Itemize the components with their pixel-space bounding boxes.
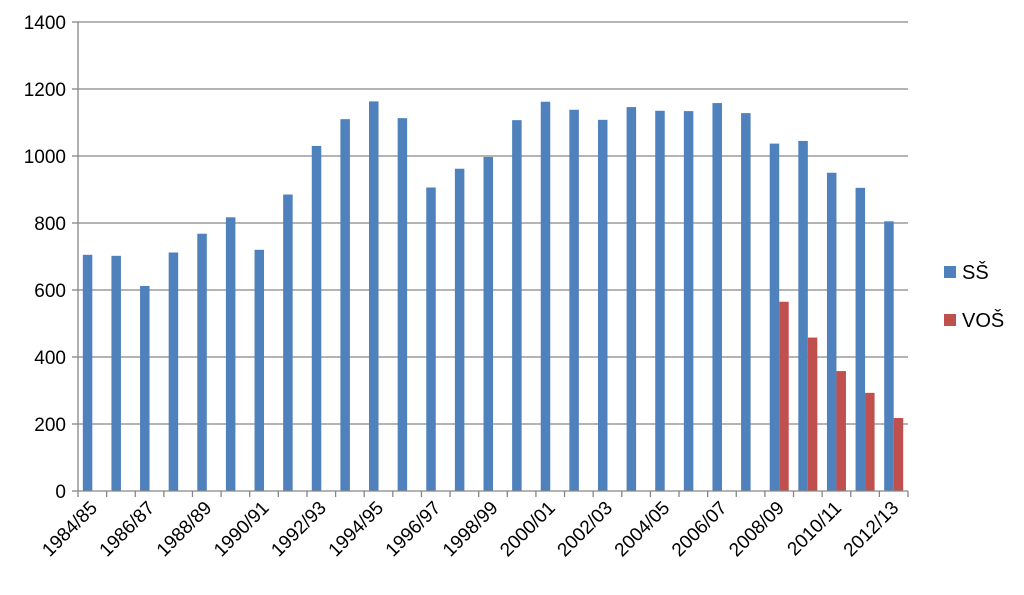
- legend: SŠ VOŠ: [944, 261, 1004, 332]
- bar-ss: [168, 252, 179, 491]
- legend-label: SŠ: [962, 261, 989, 284]
- y-tick-label: 800: [34, 214, 66, 235]
- bar-ss: [340, 119, 350, 492]
- x-tick-label: 2006/07: [668, 498, 731, 561]
- axes: [77, 22, 908, 492]
- bar-ss: [283, 194, 293, 491]
- bar-ss: [569, 109, 579, 492]
- bar-ss: [140, 285, 150, 491]
- legend-swatch: [944, 266, 956, 278]
- bar-ss: [540, 101, 551, 491]
- x-tick-label: 1992/93: [267, 498, 330, 561]
- bar-vos: [865, 392, 875, 491]
- y-tick-label: 600: [34, 281, 66, 302]
- bar-ss: [454, 168, 465, 492]
- x-tick-label: 1988/89: [153, 498, 216, 561]
- bar-ss: [512, 120, 522, 491]
- x-tick-labels: 1984/851986/871988/891990/911992/931994/…: [38, 491, 909, 561]
- bar-ss: [311, 145, 322, 491]
- y-tick-label: 200: [34, 415, 66, 436]
- bar-ss: [483, 157, 493, 491]
- bar-ss: [884, 221, 894, 491]
- bars: [82, 101, 904, 492]
- y-tick-label: 0: [55, 482, 66, 503]
- x-tick-label: 1990/91: [210, 498, 273, 561]
- bar-ss: [197, 233, 207, 491]
- bar-ss: [712, 103, 722, 491]
- legend-swatch: [944, 314, 956, 326]
- x-tick-label: 2012/13: [840, 498, 903, 561]
- bar-ss: [655, 110, 665, 492]
- bar-vos: [836, 371, 846, 491]
- bar-ss: [741, 113, 751, 492]
- x-tick-label: 2000/01: [496, 498, 559, 561]
- x-tick-label: 1998/99: [439, 498, 502, 561]
- y-tick-label: 1400: [24, 13, 66, 34]
- x-tick-label: 1984/85: [38, 498, 101, 561]
- x-tick-label: 2008/09: [725, 498, 788, 561]
- x-tick-label: 1996/97: [382, 498, 445, 561]
- bar-ss: [597, 119, 608, 491]
- bar-ss: [111, 255, 121, 491]
- x-tick-label: 1986/87: [96, 498, 159, 561]
- x-tick-label: 2010/11: [784, 498, 846, 560]
- bar-ss: [683, 111, 694, 492]
- x-tick-label: 2002/03: [554, 498, 617, 561]
- bar-ss: [82, 254, 93, 491]
- bar-ss: [626, 107, 637, 491]
- bar-ss: [254, 249, 265, 491]
- bar-vos: [807, 337, 818, 491]
- x-tick-label: 1994/95: [325, 498, 388, 561]
- bar-ss: [769, 143, 780, 492]
- bar-vos: [779, 301, 789, 491]
- y-tick-label: 1200: [24, 80, 66, 101]
- bar-ss: [397, 118, 408, 492]
- y-tick-label: 400: [34, 348, 66, 369]
- legend-label: VOŠ: [962, 309, 1004, 332]
- bar-vos: [893, 417, 904, 491]
- bar-ss: [855, 187, 866, 491]
- bar-ss: [369, 101, 379, 492]
- x-tick-label: 2004/05: [611, 498, 674, 561]
- bar-ss: [826, 172, 837, 491]
- bar-ss: [426, 187, 436, 492]
- y-tick-label: 1000: [24, 147, 66, 168]
- y-tick-labels: 0 200 400 600 800 1000 1200 1400: [24, 13, 78, 503]
- bar-ss: [225, 217, 236, 491]
- bar-ss: [798, 140, 808, 492]
